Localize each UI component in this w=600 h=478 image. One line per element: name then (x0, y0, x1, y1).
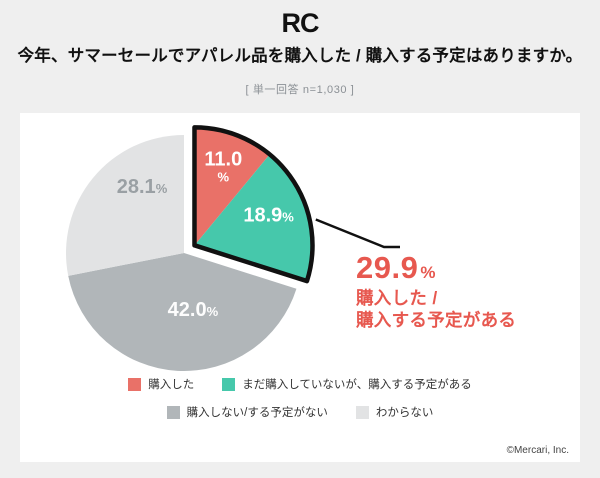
pie-slice-0 (194, 127, 270, 246)
legend-swatch (128, 377, 142, 391)
pie-slice-3 (65, 135, 184, 276)
legend-item: わからない (355, 404, 434, 420)
pie-slice-2 (68, 253, 297, 372)
legend-row: 購入しない/する予定がない わからない (166, 404, 434, 420)
callout-text-line2: 購入する予定がある (356, 309, 517, 330)
highlight-callout: 29.9% 購入した / 購入する予定がある (356, 249, 516, 332)
mercari-research-logo: RC (281, 8, 320, 38)
legend-label: わからない (375, 407, 434, 419)
callout-percent-sign: % (420, 263, 436, 282)
legend-item: まだ購入していないが、購入する予定がある (222, 376, 472, 392)
chart-legend: 購入した まだ購入していないが、購入する予定がある購入しない/する予定がない わから… (20, 376, 580, 420)
pie-chart: 11.0 %18.9% 42.0% 28.1% (65, 125, 400, 372)
callout-value: 29.9 (356, 250, 419, 285)
report-header: RC 今年、サマーセールでアパレル品を購入した / 購入する予定はありますか。 … (0, 0, 600, 97)
legend-swatch (222, 377, 236, 391)
legend-item: 購入した (128, 376, 194, 392)
legend-label: 購入した (148, 379, 195, 391)
legend-swatch (355, 405, 369, 419)
legend-row: 購入した まだ購入していないが、購入する予定がある (128, 376, 472, 392)
legend-swatch (166, 405, 180, 419)
slice-value-label-2: 42.0% (168, 299, 219, 321)
slice-value-label-0: 11.0% (204, 148, 242, 184)
legend-label: まだ購入していないが、購入する予定がある (242, 379, 472, 391)
callout-text-line1: 購入した / (356, 287, 438, 308)
copyright-note: ©Mercari, Inc. (506, 445, 569, 456)
pie-slice-1 (194, 154, 313, 282)
slice-value-label-3: 28.1% (117, 176, 168, 198)
exploded-group-outline (192, 125, 315, 284)
chart-card: 11.0% 18.9% 42.0% 28.1% 29.9% 購入した / 購入する予定… (20, 113, 580, 462)
survey-condition-note: [ 単一回答 n=1,030 ] (245, 84, 355, 96)
callout-value-row: 29.9% (356, 249, 516, 288)
survey-question-title: 今年、サマーセールでアパレル品を購入した / 購入する予定はありますか。 (17, 47, 583, 65)
callout-line (315, 218, 400, 249)
legend-label: 購入しない/する予定がない (186, 407, 328, 419)
slice-value-label-1: 18.9% (243, 204, 294, 226)
legend-item: 購入しない/する予定がない (166, 404, 328, 420)
